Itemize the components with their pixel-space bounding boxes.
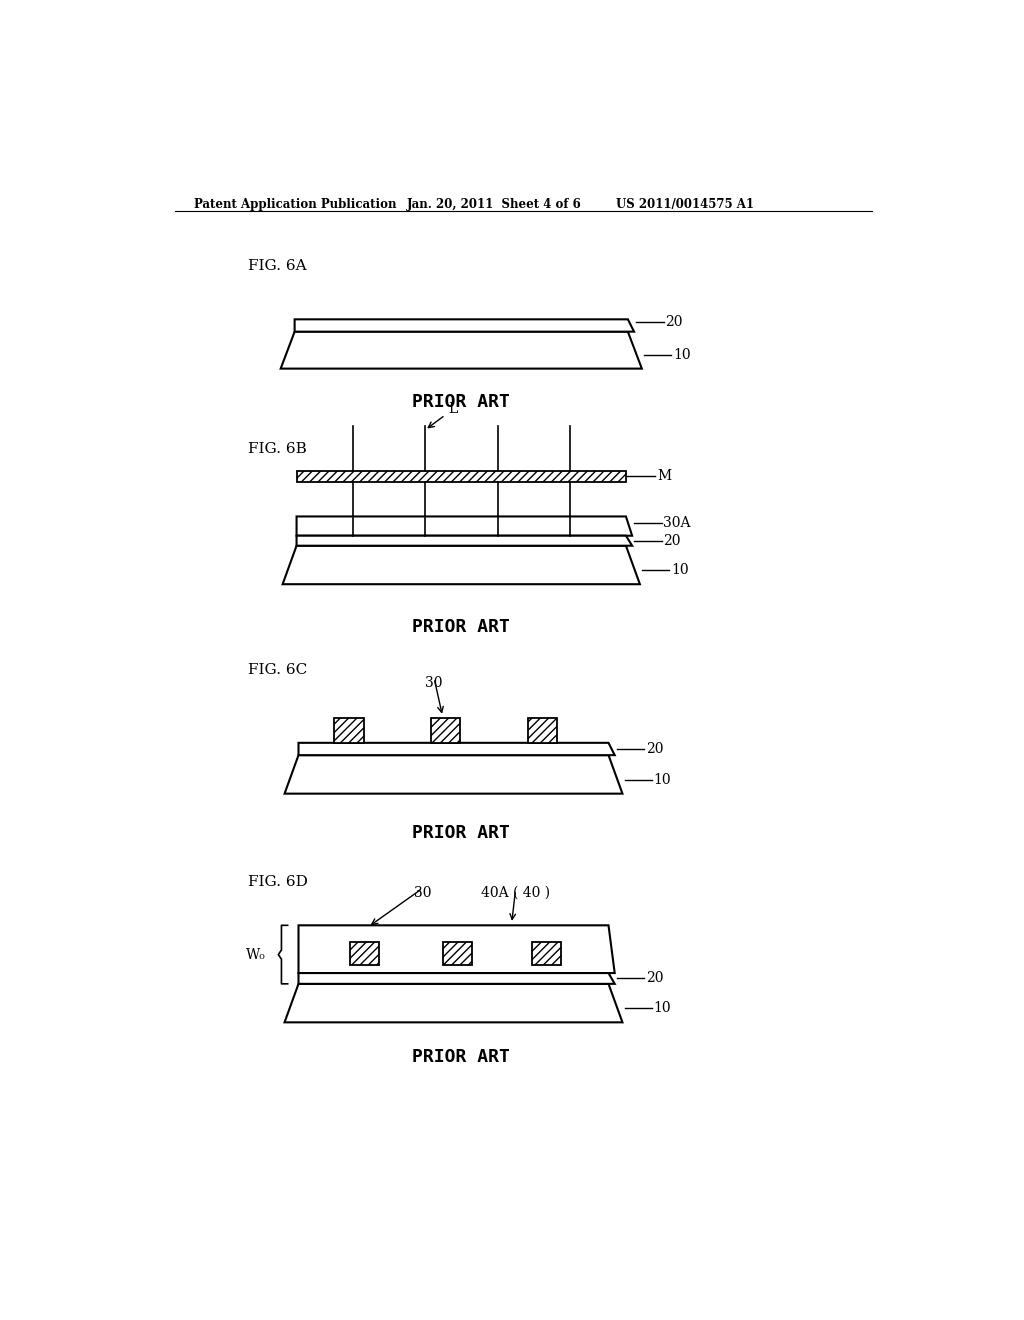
Text: 30: 30 <box>425 676 442 690</box>
Text: 10: 10 <box>671 564 688 577</box>
Text: FIG. 6B: FIG. 6B <box>248 442 307 455</box>
Text: M: M <box>657 470 671 483</box>
Text: 30: 30 <box>414 886 431 900</box>
Text: 20: 20 <box>646 972 664 986</box>
Text: Jan. 20, 2011  Sheet 4 of 6: Jan. 20, 2011 Sheet 4 of 6 <box>407 198 582 211</box>
Bar <box>431 718 461 743</box>
Text: PRIOR ART: PRIOR ART <box>413 825 510 842</box>
Text: FIG. 6C: FIG. 6C <box>248 663 307 677</box>
Text: 10: 10 <box>673 347 690 362</box>
Text: 10: 10 <box>653 1002 671 1015</box>
Text: 10: 10 <box>653 772 671 787</box>
Bar <box>334 718 364 743</box>
Bar <box>349 942 379 965</box>
Text: L: L <box>428 403 458 428</box>
Text: 30A: 30A <box>664 516 690 531</box>
Text: US 2011/0014575 A1: US 2011/0014575 A1 <box>616 198 755 211</box>
Bar <box>528 718 557 743</box>
Text: 20: 20 <box>665 315 683 330</box>
Bar <box>297 471 626 482</box>
Text: 20: 20 <box>646 742 664 756</box>
Text: FIG. 6D: FIG. 6D <box>248 875 308 888</box>
Polygon shape <box>297 516 632 536</box>
Bar <box>442 942 472 965</box>
Polygon shape <box>283 545 640 585</box>
Text: W₀: W₀ <box>246 948 266 961</box>
Polygon shape <box>299 973 614 983</box>
Polygon shape <box>281 331 642 368</box>
Text: PRIOR ART: PRIOR ART <box>413 393 510 412</box>
Text: Patent Application Publication: Patent Application Publication <box>194 198 396 211</box>
Text: PRIOR ART: PRIOR ART <box>413 618 510 636</box>
Bar <box>531 942 561 965</box>
Text: 20: 20 <box>664 533 681 548</box>
Text: PRIOR ART: PRIOR ART <box>413 1048 510 1065</box>
Polygon shape <box>285 755 623 793</box>
Polygon shape <box>299 743 614 755</box>
Polygon shape <box>297 536 632 545</box>
Polygon shape <box>299 925 614 973</box>
Text: 40A ( 40 ): 40A ( 40 ) <box>481 886 550 900</box>
Polygon shape <box>285 983 623 1022</box>
Text: FIG. 6A: FIG. 6A <box>248 259 307 272</box>
Polygon shape <box>295 319 634 331</box>
